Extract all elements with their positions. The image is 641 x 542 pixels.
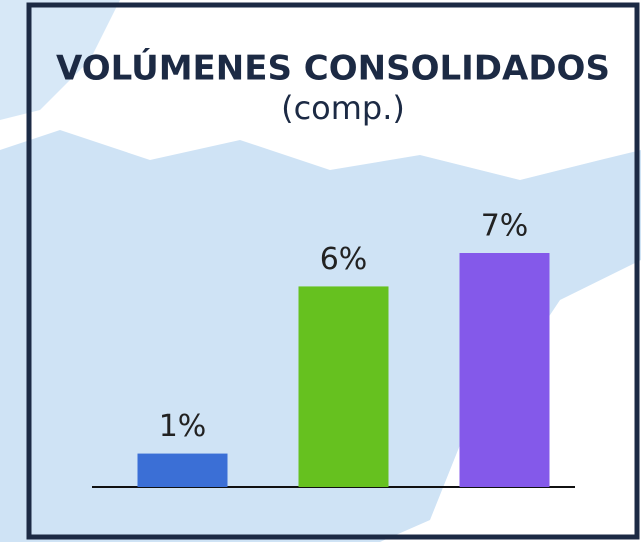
data-label: 7% xyxy=(481,209,529,244)
chart-title: VOLÚMENES CONSOLIDADOS xyxy=(56,48,610,89)
frame xyxy=(26,2,640,540)
chart-subtitle: (comp.) xyxy=(281,89,405,127)
bar xyxy=(298,286,389,487)
data-label: 6% xyxy=(320,242,368,277)
data-label: 1% xyxy=(159,409,207,444)
bar xyxy=(459,253,550,487)
bar xyxy=(137,453,228,487)
